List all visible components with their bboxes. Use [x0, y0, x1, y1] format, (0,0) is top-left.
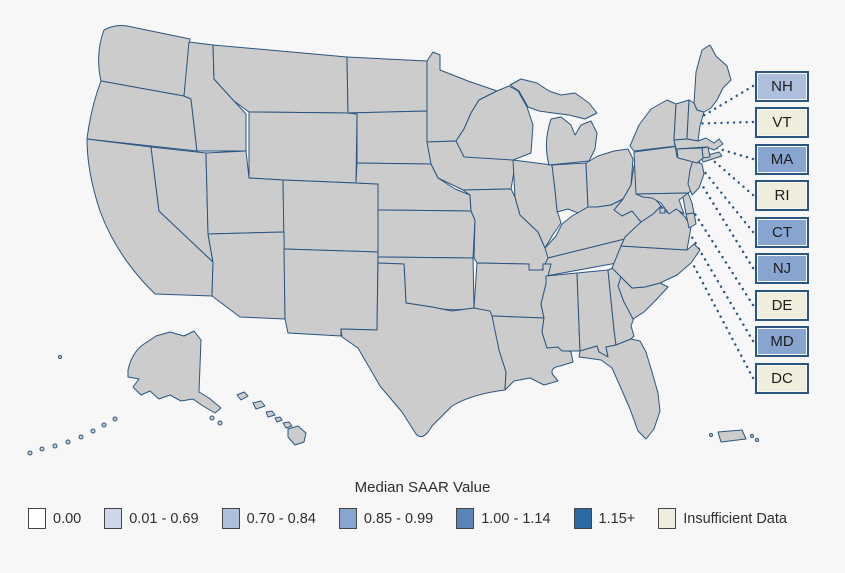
callout-nh-label: NH: [771, 78, 793, 95]
callout-ct-label: CT: [772, 224, 792, 241]
legend-label-1-00-1-14: 1.00 - 1.14: [481, 510, 551, 527]
callout-vt[interactable]: VT: [755, 107, 809, 138]
state-colorado[interactable]: [282, 179, 379, 253]
callout-ma-label: MA: [770, 151, 794, 168]
state-puerto-rico: [717, 429, 747, 443]
legend-title: Median SAAR Value: [354, 479, 491, 496]
callout-md[interactable]: MD: [755, 326, 809, 357]
callout-ma[interactable]: MA: [755, 144, 809, 175]
alaska-aleutian-islands: [27, 355, 223, 456]
legend-item-1-00-1-14[interactable]: 1.00 - 1.14: [456, 508, 551, 529]
state-hawaii: [236, 391, 249, 401]
state-florida[interactable]: [578, 338, 661, 440]
legend-item-0-00[interactable]: 0.00: [28, 508, 81, 529]
legend-label-0-70-0-84: 0.70 - 0.84: [246, 510, 316, 527]
callout-de-label: DE: [771, 297, 793, 314]
legend-label-0-00: 0.00: [53, 510, 82, 527]
state-delaware[interactable]: [682, 192, 695, 215]
state-massachusetts[interactable]: [673, 137, 724, 151]
callout-de[interactable]: DE: [755, 290, 809, 321]
leader-line-ma: [711, 145, 755, 161]
legend-item-insufficient-data[interactable]: Insufficient Data: [658, 508, 787, 529]
state-vermont[interactable]: [673, 99, 690, 141]
callout-nh[interactable]: NH: [755, 71, 809, 102]
legend-label-1-15-plus: 1.15+: [598, 510, 636, 527]
state-arizona[interactable]: [207, 231, 286, 320]
callout-md-label: MD: [770, 333, 794, 350]
callout-dc-label: DC: [771, 370, 793, 387]
state-michigan[interactable]: [545, 116, 598, 166]
legend-item-0-01-0-69[interactable]: 0.01 - 0.69: [104, 508, 199, 529]
callout-vt-label: VT: [772, 114, 792, 131]
callout-nj-label: NJ: [772, 260, 792, 277]
state-california[interactable]: [86, 138, 214, 297]
states-layer: [27, 25, 759, 456]
state-mississippi[interactable]: [540, 272, 581, 352]
leader-line-ri: [705, 153, 755, 197]
legend-item-1-15-plus[interactable]: 1.15+: [573, 508, 636, 529]
state-south-dakota[interactable]: [347, 110, 432, 165]
state-wyoming[interactable]: [248, 111, 358, 184]
state-alaska[interactable]: [127, 330, 222, 414]
legend-swatch-0-70-0-84: [221, 508, 240, 529]
legend-swatch-1-00-1-14: [456, 508, 475, 529]
state-connecticut[interactable]: [676, 147, 704, 164]
state-north-dakota[interactable]: [346, 56, 430, 114]
leader-lines: [664, 84, 755, 380]
leader-line-vt: [681, 120, 755, 126]
leader-line-de: [688, 204, 755, 307]
legend-item-0-70-0-84[interactable]: 0.70 - 0.84: [221, 508, 316, 529]
color-legend: 0.00 0.01 - 0.69 0.70 - 0.84 0.85 - 0.99…: [28, 508, 787, 529]
state-district-of-columbia[interactable]: [659, 207, 666, 214]
state-maine[interactable]: [693, 44, 732, 113]
state-new-jersey[interactable]: [687, 159, 705, 196]
callout-ri-label: RI: [774, 187, 790, 204]
state-north-carolina[interactable]: [611, 243, 701, 289]
legend-swatch-0-01-0-69: [104, 508, 123, 529]
state-michigan-upper-peninsula[interactable]: [509, 78, 598, 120]
state-kansas[interactable]: [377, 209, 476, 259]
state-new-york-long-island[interactable]: [700, 151, 723, 163]
leader-line-dc: [664, 211, 755, 380]
callout-ct[interactable]: CT: [755, 217, 809, 248]
legend-label-0-85-0-99: 0.85 - 0.99: [363, 510, 434, 527]
legend-swatch-1-15-plus: [573, 508, 592, 529]
legend-swatch-0-00: [28, 508, 46, 529]
legend-swatch-0-85-0-99: [338, 508, 357, 529]
legend-label-insufficient-data: Insufficient Data: [683, 510, 787, 527]
state-indiana[interactable]: [551, 162, 589, 214]
leader-line-nj: [697, 178, 755, 270]
state-arkansas[interactable]: [473, 262, 552, 319]
callout-nj[interactable]: NJ: [755, 253, 809, 284]
us-map: [27, 25, 759, 456]
state-new-mexico[interactable]: [283, 248, 379, 337]
legend-item-0-85-0-99[interactable]: 0.85 - 0.99: [338, 508, 434, 529]
legend-label-0-01-0-69: 0.01 - 0.69: [129, 510, 199, 527]
puerto-rico-group[interactable]: [709, 429, 759, 443]
legend-swatch-insufficient-data: [658, 508, 677, 529]
hawaii-islands[interactable]: [236, 391, 307, 446]
callout-dc[interactable]: DC: [755, 363, 809, 394]
callout-ri[interactable]: RI: [755, 180, 809, 211]
